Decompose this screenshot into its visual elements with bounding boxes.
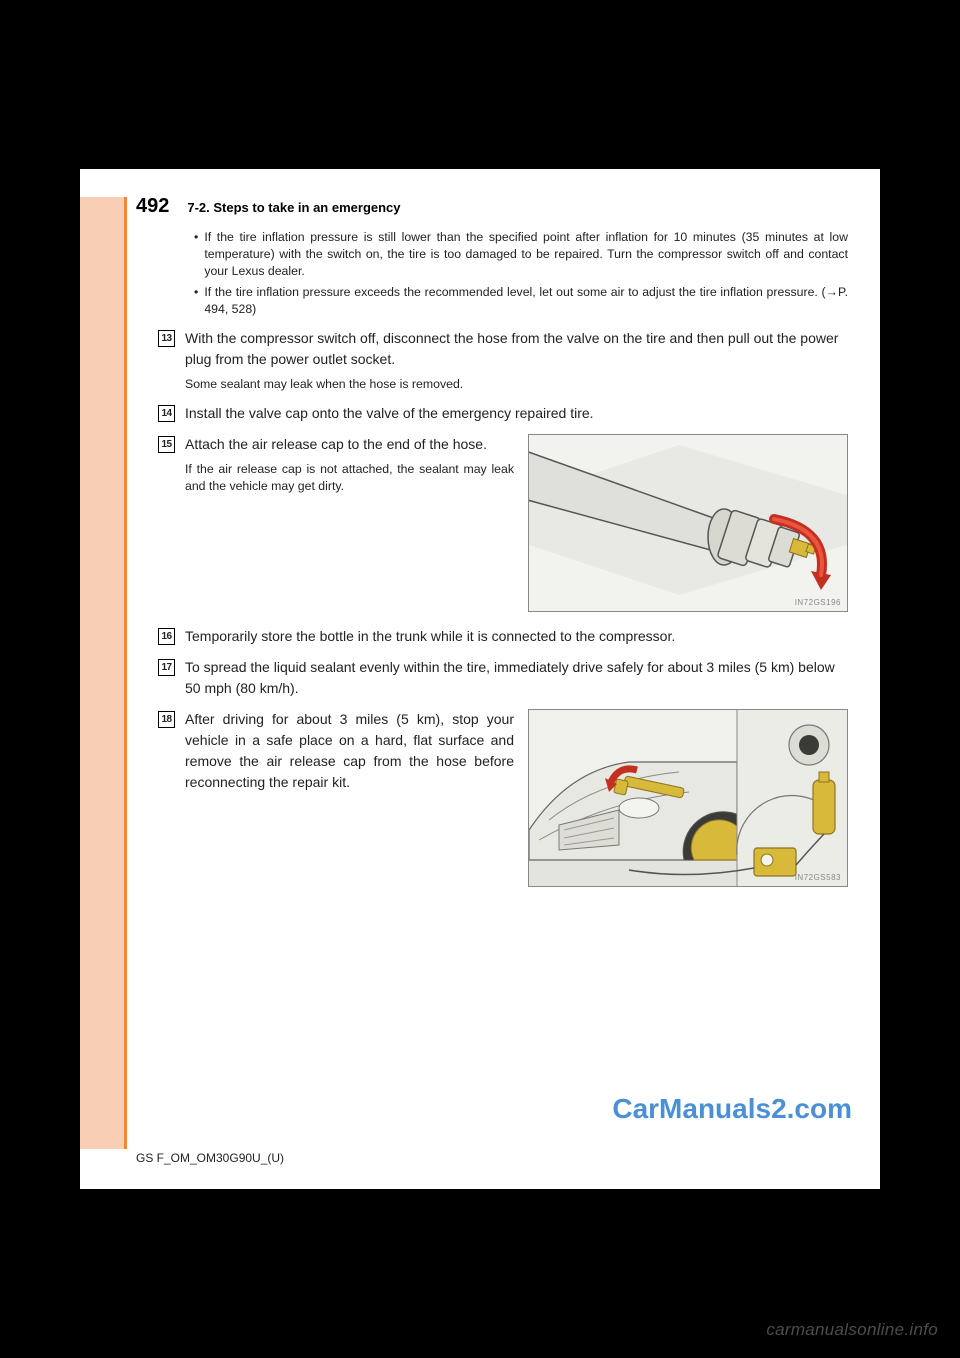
step-18-row: 18 After driving for about 3 miles (5 km… bbox=[158, 709, 848, 887]
step-note: If the air release cap is not attached, … bbox=[185, 461, 514, 495]
step-marker: 14 bbox=[158, 405, 175, 422]
manual-page: 492 7-2. Steps to take in an emergency •… bbox=[80, 169, 880, 1189]
sub-bullet: • If the tire inflation pressure is stil… bbox=[194, 229, 848, 280]
figure-vehicle-repair-kit: IN72GS583 bbox=[528, 709, 848, 887]
step-body: Temporarily store the bottle in the trun… bbox=[185, 626, 848, 647]
section-title: 7-2. Steps to take in an emergency bbox=[187, 200, 400, 215]
figure-label: IN72GS583 bbox=[795, 873, 841, 882]
step-marker: 18 bbox=[158, 711, 175, 728]
step-text: Install the valve cap onto the valve of … bbox=[185, 403, 848, 424]
hose-illustration bbox=[529, 435, 847, 611]
side-tab bbox=[80, 197, 124, 1149]
step-body: After driving for about 3 miles (5 km), … bbox=[185, 709, 514, 793]
step-text: Attach the air release cap to the end of… bbox=[185, 434, 514, 455]
step-16: 16 Temporarily store the bottle in the t… bbox=[158, 626, 848, 647]
step-13: 13 With the compressor switch off, disco… bbox=[158, 328, 848, 393]
step-marker: 17 bbox=[158, 659, 175, 676]
bullet-text: If the tire inflation pressure exceeds t… bbox=[204, 284, 848, 318]
step-body: Attach the air release cap to the end of… bbox=[185, 434, 514, 495]
step-text: Temporarily store the bottle in the trun… bbox=[185, 626, 848, 647]
figure-hose-cap: IN72GS196 bbox=[528, 434, 848, 612]
sub-bullet: • If the tire inflation pressure exceeds… bbox=[194, 284, 848, 318]
watermark: CarManuals2.com bbox=[612, 1093, 852, 1125]
bottom-watermark: carmanualsonline.info bbox=[766, 1320, 938, 1340]
page-number: 492 bbox=[136, 195, 169, 218]
figure-label: IN72GS196 bbox=[795, 598, 841, 607]
step-text: To spread the liquid sealant evenly with… bbox=[185, 657, 848, 699]
step-17: 17 To spread the liquid sealant evenly w… bbox=[158, 657, 848, 699]
step-marker: 15 bbox=[158, 436, 175, 453]
bullet-dot: • bbox=[194, 229, 198, 280]
vehicle-illustration bbox=[529, 710, 847, 886]
step-text: With the compressor switch off, disconne… bbox=[185, 328, 848, 370]
step-14: 14 Install the valve cap onto the valve … bbox=[158, 403, 848, 424]
page-content: • If the tire inflation pressure is stil… bbox=[158, 229, 848, 887]
step-text: After driving for about 3 miles (5 km), … bbox=[185, 709, 514, 793]
step-18: 18 After driving for about 3 miles (5 km… bbox=[158, 709, 514, 793]
step-text-column: 15 Attach the air release cap to the end… bbox=[158, 434, 514, 495]
step-text-column: 18 After driving for about 3 miles (5 km… bbox=[158, 709, 514, 793]
step-body: To spread the liquid sealant evenly with… bbox=[185, 657, 848, 699]
step-note: Some sealant may leak when the hose is r… bbox=[185, 376, 848, 393]
bullet-text: If the tire inflation pressure is still … bbox=[204, 229, 848, 280]
step-15-row: 15 Attach the air release cap to the end… bbox=[158, 434, 848, 612]
step-body: With the compressor switch off, disconne… bbox=[185, 328, 848, 393]
page-header: 492 7-2. Steps to take in an emergency bbox=[136, 195, 401, 218]
bullet-dot: • bbox=[194, 284, 198, 318]
footer-code: GS F_OM_OM30G90U_(U) bbox=[136, 1151, 284, 1165]
step-marker: 16 bbox=[158, 628, 175, 645]
step-15: 15 Attach the air release cap to the end… bbox=[158, 434, 514, 495]
side-tab-border bbox=[124, 197, 127, 1149]
step-body: Install the valve cap onto the valve of … bbox=[185, 403, 848, 424]
step-marker: 13 bbox=[158, 330, 175, 347]
